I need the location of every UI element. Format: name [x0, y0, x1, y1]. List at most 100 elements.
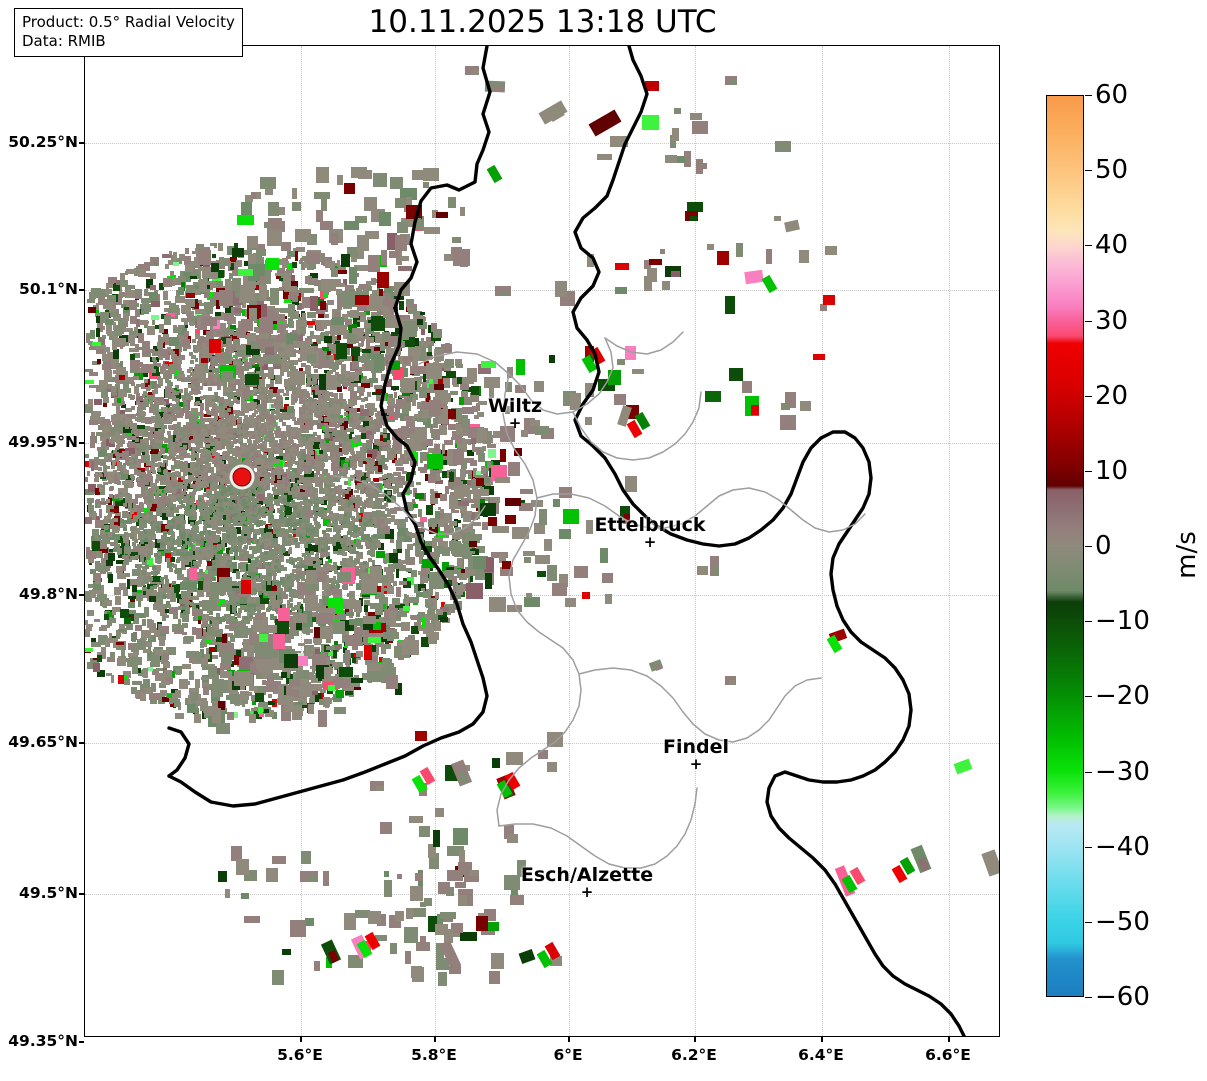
radar-echo-cell — [282, 261, 289, 268]
radar-echo-cell — [325, 331, 332, 334]
radar-echo-cell — [97, 670, 105, 677]
radar-echo-cell — [156, 521, 163, 526]
radar-echo-cell — [394, 413, 403, 418]
radar-echo-cell — [284, 299, 293, 303]
radar-echo-cell — [287, 251, 296, 257]
map-plot-area[interactable]: Wiltz + Ettelbruck + Findel + Esch/Alzette + — [84, 45, 1000, 1037]
radar-echo-cell — [416, 377, 422, 384]
radar-echo-cell — [308, 323, 313, 328]
radar-echo-cell — [311, 557, 319, 561]
radar-echo-cell — [172, 624, 179, 632]
gridline-vertical — [822, 46, 823, 1036]
radar-echo-cell — [434, 536, 443, 542]
radar-echo-cell — [191, 465, 200, 470]
radar-echo-cell — [460, 480, 469, 484]
radar-echo-cell — [131, 528, 140, 534]
radar-echo-cell — [155, 325, 162, 329]
radar-echo-cell — [116, 566, 123, 573]
radar-echo-cell — [174, 497, 181, 501]
radar-echo-cell — [234, 546, 238, 556]
radar-echo-cell — [340, 430, 347, 435]
radar-echo-cell — [98, 563, 108, 572]
radar-echo-cell — [390, 292, 395, 298]
radar-echo-cell — [287, 536, 295, 545]
radar-echo-cell — [313, 402, 322, 406]
radar-echo-cell — [349, 380, 358, 387]
radar-echo-cell — [304, 639, 312, 644]
radar-echo-cell — [460, 429, 469, 436]
radar-echo-cell — [292, 569, 298, 573]
radar-echo-cell — [476, 546, 485, 553]
radar-echo-cell — [360, 419, 368, 422]
radar-echo-cell — [194, 300, 202, 305]
radar-echo-cell — [286, 269, 294, 273]
radar-echo-cell — [386, 394, 391, 399]
radar-echo-cell — [362, 472, 370, 481]
radar-echo-cell — [229, 360, 236, 369]
radar-echo-cell — [231, 556, 238, 560]
radar-echo-cell — [129, 348, 139, 352]
radar-echo-cell — [364, 500, 369, 507]
gridline-horizontal — [85, 894, 999, 895]
radar-echo-cell — [422, 614, 430, 624]
radar-echo-cell — [244, 540, 249, 543]
radar-echo-cell — [327, 341, 332, 346]
radar-echo-cell — [349, 556, 353, 562]
gridline-horizontal — [85, 743, 999, 744]
radar-echo-cell — [457, 442, 467, 452]
radar-echo-cell — [244, 607, 250, 612]
radar-echo-cell — [116, 641, 126, 650]
radar-echo-cell — [176, 399, 180, 407]
radar-echo-cell — [191, 408, 198, 414]
radar-echo-cell — [198, 264, 202, 271]
radar-echo-cell — [296, 564, 302, 572]
radar-echo-cell — [138, 598, 141, 607]
radar-echo-cell — [159, 283, 164, 290]
radar-echo-cell — [251, 517, 259, 523]
radar-echo-cell — [331, 393, 338, 397]
radar-echo-cell — [366, 459, 375, 464]
radar-echo-cell — [158, 636, 166, 640]
radar-echo-cell — [133, 442, 138, 451]
radar-echo-cell — [143, 679, 150, 688]
radar-echo-cell — [431, 621, 441, 631]
radar-echo-cell — [259, 593, 265, 600]
radar-echo-cell — [263, 395, 270, 403]
radar-echo-cell — [85, 380, 94, 384]
radar-echo-cell — [293, 248, 296, 254]
radar-echo-cell — [382, 646, 385, 654]
radar-echo-cell — [106, 347, 110, 352]
radar-echo-cell — [300, 488, 305, 492]
radar-echo-cell — [361, 427, 368, 435]
radar-echo-cell — [184, 471, 193, 475]
radar-echo-cell — [307, 426, 313, 430]
radar-echo-cell — [329, 398, 336, 403]
radar-echo-cell — [299, 288, 308, 293]
radar-echo-cell — [175, 343, 182, 352]
radar-echo-cell — [421, 401, 429, 409]
radar-echo-cell — [116, 630, 120, 639]
radar-echo-cell — [280, 308, 286, 313]
radar-echo-cell — [357, 314, 366, 322]
radar-echo-cell — [441, 367, 445, 371]
radar-echo-cell — [145, 445, 155, 450]
radar-echo-cell — [215, 312, 224, 320]
gridline-horizontal — [85, 290, 999, 291]
radar-echo-cell — [313, 528, 319, 537]
radar-echo-cell — [400, 454, 409, 464]
radar-echo-cell — [377, 511, 385, 518]
radar-echo-cell — [212, 655, 218, 659]
radar-echo-cell — [178, 355, 185, 360]
radar-echo-cell — [157, 579, 164, 585]
radar-echo-cell — [160, 455, 165, 458]
gridline-horizontal — [85, 595, 999, 596]
radar-echo-cell — [90, 658, 99, 661]
radar-echo-cell — [133, 615, 139, 624]
radar-echo-cell — [341, 371, 350, 376]
radar-echo-cell — [95, 313, 102, 317]
radar-echo-cell — [338, 506, 346, 511]
radar-echo-cell — [452, 593, 461, 599]
radar-echo-cell — [358, 343, 363, 347]
radar-echo-cell — [109, 549, 114, 552]
radar-echo-cell — [135, 494, 138, 504]
